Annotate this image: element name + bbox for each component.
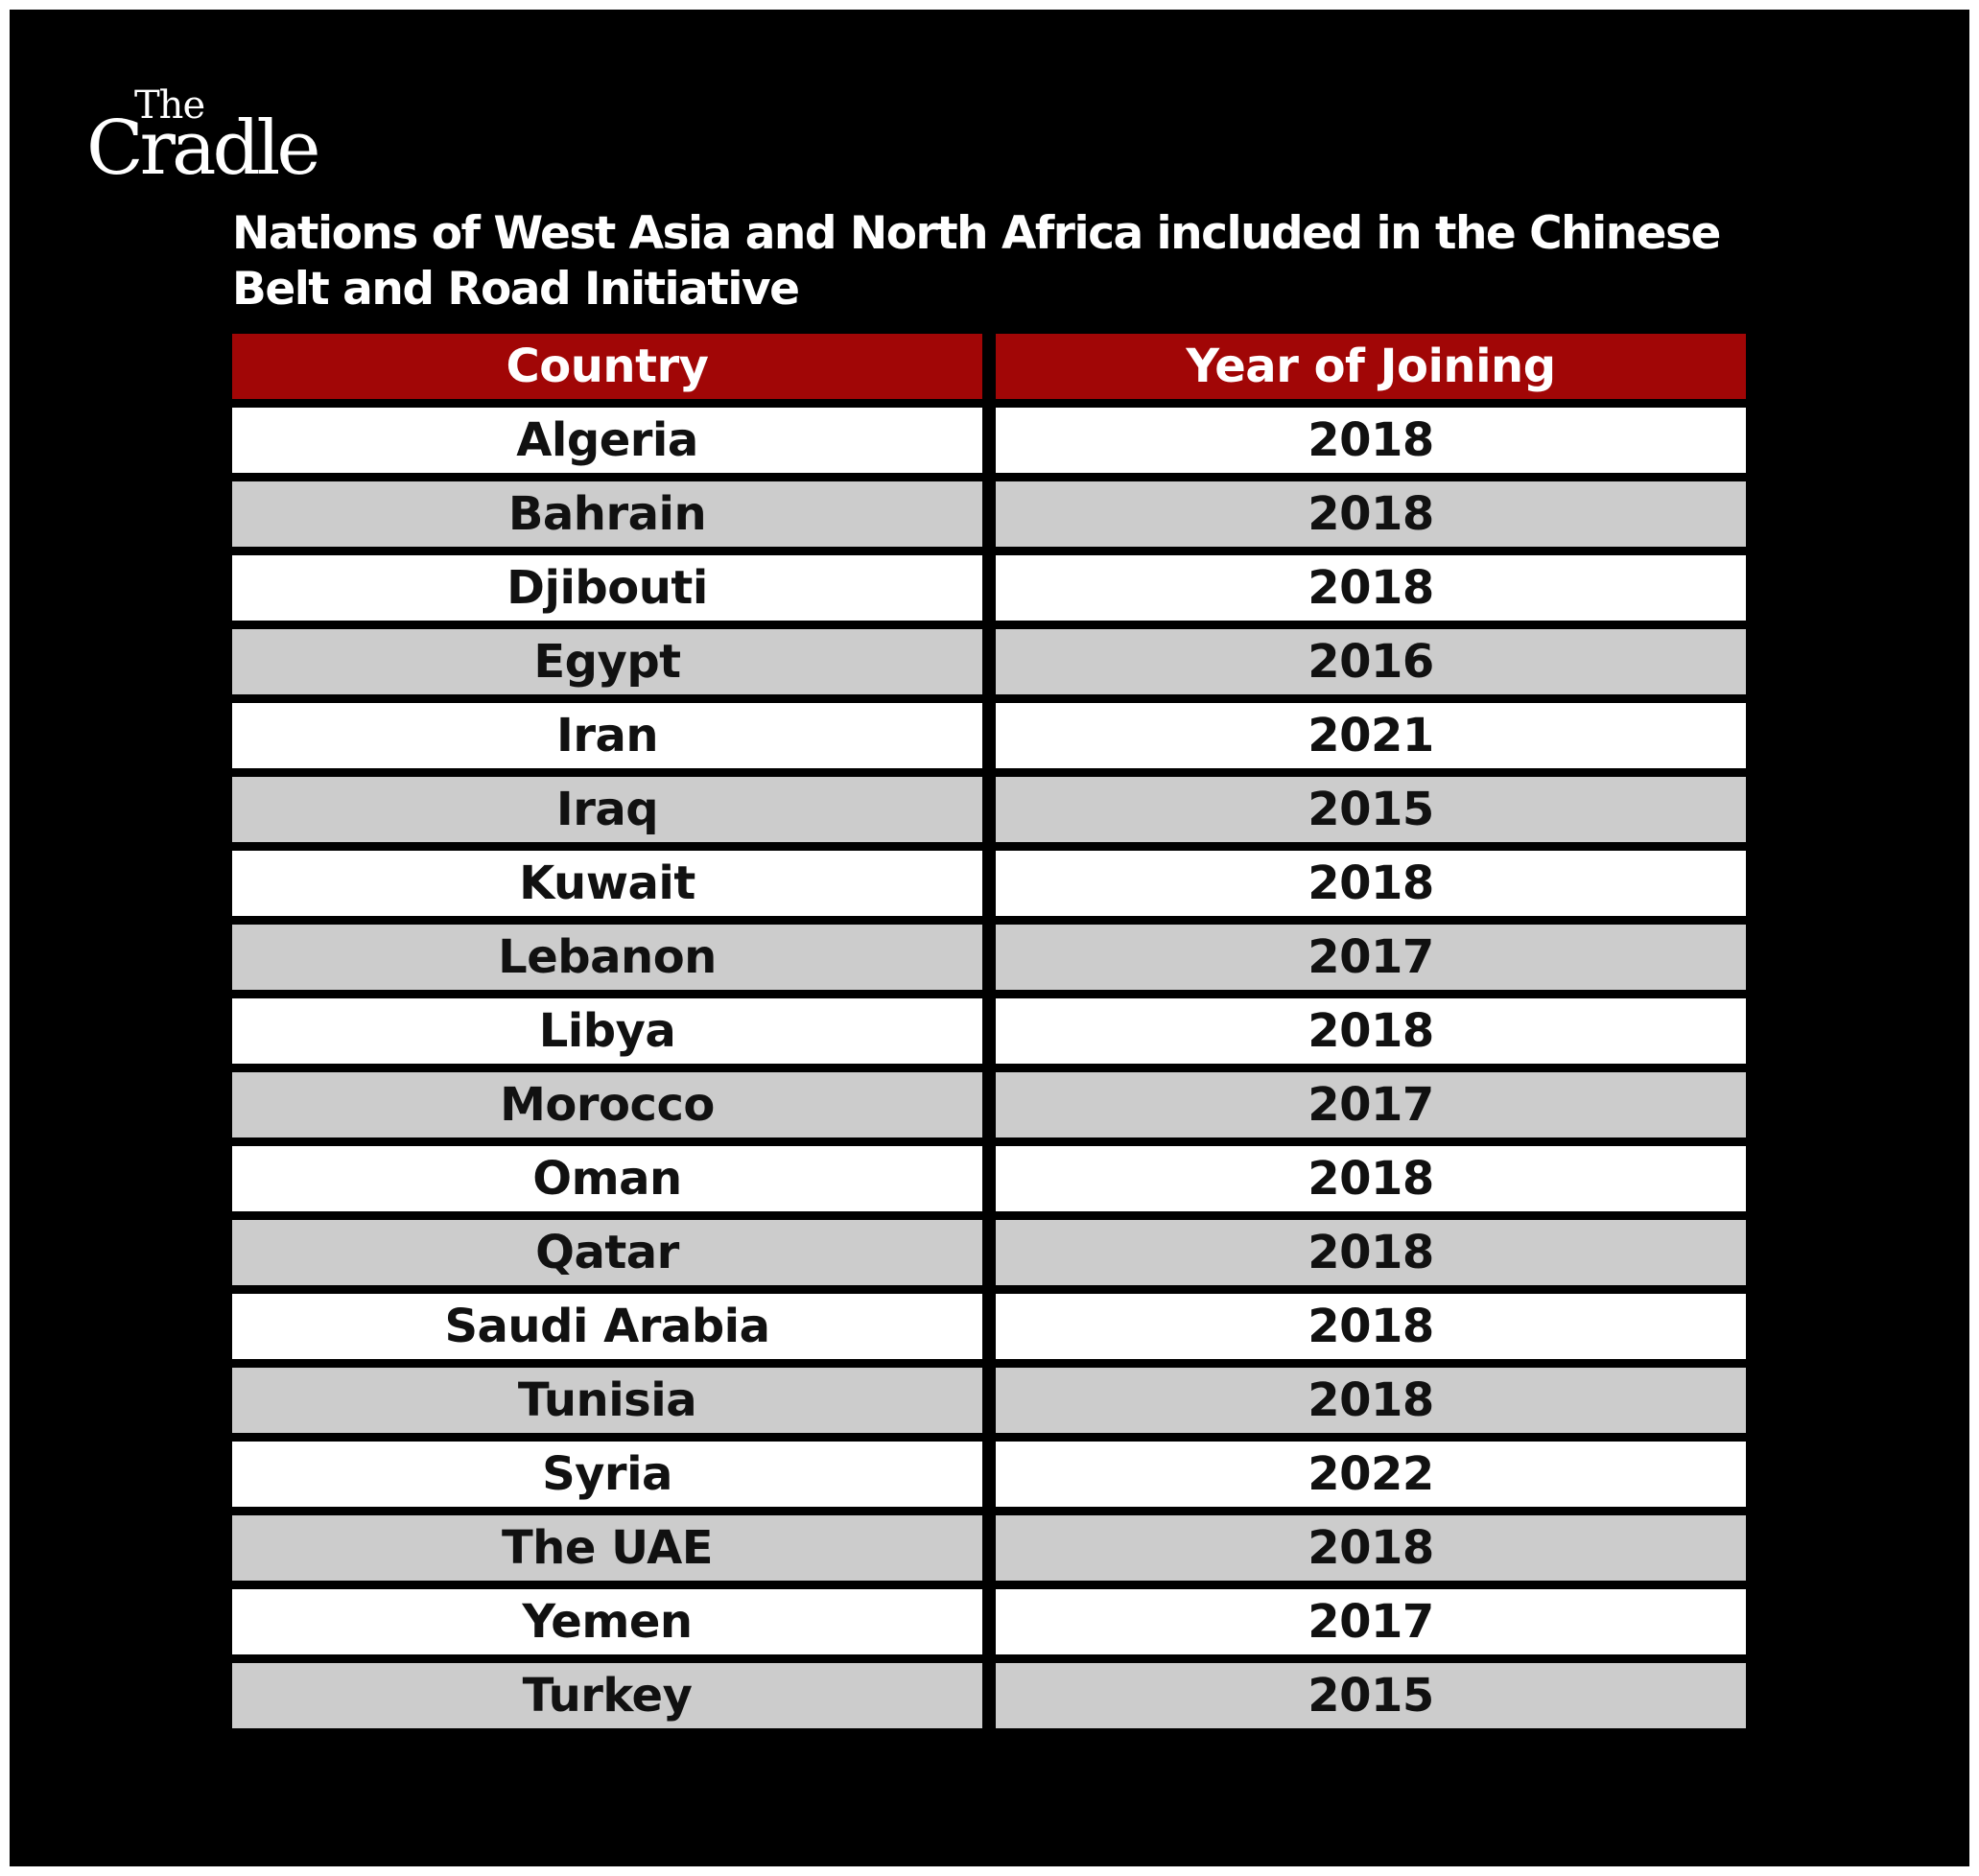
table-row: Lebanon 2017 — [232, 925, 1746, 990]
country-cell: Qatar — [232, 1220, 982, 1285]
logo-line-cradle: Cradle — [86, 106, 321, 192]
year-cell: 2017 — [996, 1589, 1746, 1654]
year-cell: 2018 — [996, 851, 1746, 916]
table-row: Qatar 2018 — [232, 1220, 1746, 1285]
year-cell: 2018 — [996, 1146, 1746, 1211]
year-cell: 2018 — [996, 1368, 1746, 1433]
country-cell: The UAE — [232, 1515, 982, 1581]
header-country: Country — [232, 334, 982, 399]
country-cell: Iraq — [232, 777, 982, 842]
year-cell: 2018 — [996, 998, 1746, 1064]
table-row: Oman 2018 — [232, 1146, 1746, 1211]
year-cell: 2018 — [996, 481, 1746, 547]
table-row: Saudi Arabia 2018 — [232, 1294, 1746, 1359]
year-cell: 2022 — [996, 1442, 1746, 1507]
table-row: Egypt 2016 — [232, 629, 1746, 694]
year-cell: 2018 — [996, 408, 1746, 473]
country-cell: Algeria — [232, 408, 982, 473]
country-cell: Morocco — [232, 1072, 982, 1137]
header-year-of-joining: Year of Joining — [996, 334, 1746, 399]
table-row: Libya 2018 — [232, 998, 1746, 1064]
country-cell: Yemen — [232, 1589, 982, 1654]
table-row: Iraq 2015 — [232, 777, 1746, 842]
country-cell: Tunisia — [232, 1368, 982, 1433]
table-row: Bahrain 2018 — [232, 481, 1746, 547]
table-row: Syria 2022 — [232, 1442, 1746, 1507]
the-cradle-logo: The Cradle — [86, 83, 321, 186]
country-cell: Djibouti — [232, 555, 982, 621]
year-cell: 2015 — [996, 1663, 1746, 1728]
year-cell: 2018 — [996, 1515, 1746, 1581]
country-cell: Oman — [232, 1146, 982, 1211]
year-cell: 2017 — [996, 1072, 1746, 1137]
year-cell: 2018 — [996, 1220, 1746, 1285]
table-row: Tunisia 2018 — [232, 1368, 1746, 1433]
country-cell: Turkey — [232, 1663, 982, 1728]
chart-title: Nations of West Asia and North Africa in… — [232, 206, 1767, 317]
table-row: Kuwait 2018 — [232, 851, 1746, 916]
title-line-2: Belt and Road Initiative — [232, 263, 800, 316]
table-row: The UAE 2018 — [232, 1515, 1746, 1581]
table-header-row: Country Year of Joining — [232, 334, 1746, 399]
table-row: Morocco 2017 — [232, 1072, 1746, 1137]
year-cell: 2017 — [996, 925, 1746, 990]
country-cell: Syria — [232, 1442, 982, 1507]
title-line-1: Nations of West Asia and North Africa in… — [232, 207, 1721, 260]
logo-line-the: The — [134, 83, 205, 128]
table-row: Iran 2021 — [232, 703, 1746, 768]
country-cell: Saudi Arabia — [232, 1294, 982, 1359]
year-cell: 2016 — [996, 629, 1746, 694]
country-cell: Bahrain — [232, 481, 982, 547]
table-row: Turkey 2015 — [232, 1663, 1746, 1728]
table-row: Yemen 2017 — [232, 1589, 1746, 1654]
table-row: Algeria 2018 — [232, 408, 1746, 473]
year-cell: 2018 — [996, 555, 1746, 621]
data-table: Country Year of Joining Algeria 2018 Bahrain… — [232, 334, 1746, 1737]
country-cell: Kuwait — [232, 851, 982, 916]
year-cell: 2018 — [996, 1294, 1746, 1359]
country-cell: Iran — [232, 703, 982, 768]
country-cell: Libya — [232, 998, 982, 1064]
country-cell: Egypt — [232, 629, 982, 694]
country-cell: Lebanon — [232, 925, 982, 990]
table-row: Djibouti 2018 — [232, 555, 1746, 621]
year-cell: 2021 — [996, 703, 1746, 768]
year-cell: 2015 — [996, 777, 1746, 842]
